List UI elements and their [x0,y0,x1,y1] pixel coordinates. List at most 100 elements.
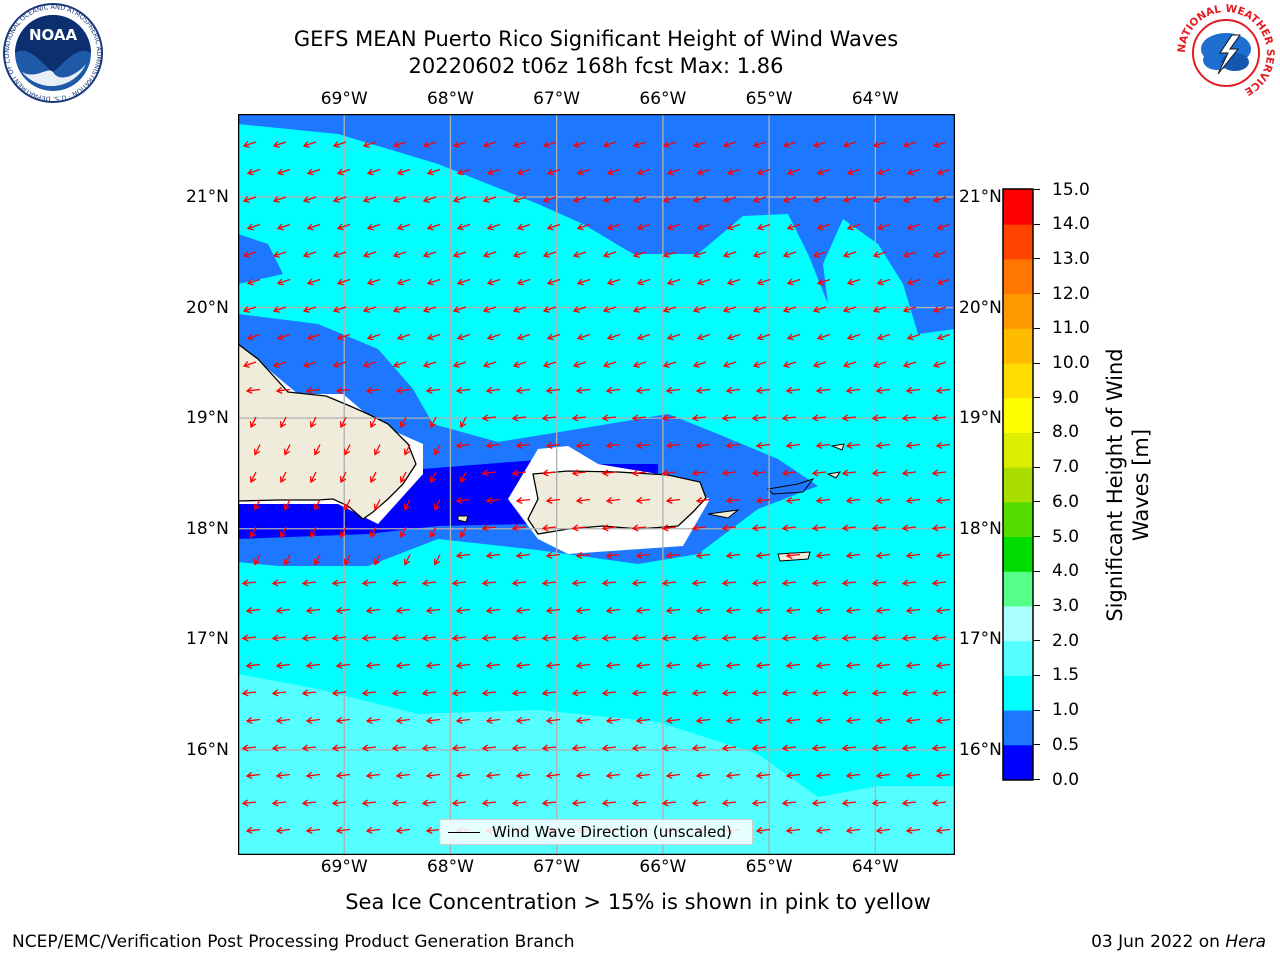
wind-wave-arrow [605,606,621,614]
wind-wave-arrow [906,223,921,231]
lat-label-right: 21°N [959,186,1002,207]
wind-wave-arrow [242,361,257,368]
wind-wave-arrow [396,223,411,231]
wind-wave-arrow [365,386,381,394]
wind-wave-arrow [875,661,891,669]
wind-wave-arrow [722,306,737,313]
colorbar-tick-label: 9.0 [1052,387,1080,408]
colorbar-segment [1003,675,1033,711]
wind-wave-arrow [542,251,557,258]
wind-wave-arrow [695,771,711,779]
wind-wave-arrow [245,661,261,669]
wind-wave-arrow [782,196,797,203]
wind-wave-arrow [905,771,921,779]
wind-wave-arrow [605,771,621,779]
wind-wave-arrow [246,168,261,176]
lat-label-left: 16°N [186,739,229,760]
wind-wave-arrow [815,661,831,669]
wind-wave-arrow [875,496,891,504]
wind-wave-arrow [845,606,861,614]
colorbar-segment [1003,467,1033,503]
wind-wave-arrow [756,278,771,286]
wind-wave-arrow [482,141,497,148]
wind-wave-arrow [485,551,501,559]
wind-wave-arrow [871,799,887,807]
wind-wave-arrow [602,196,617,203]
wind-wave-arrow [845,496,861,504]
wind-wave-arrow [395,386,411,394]
colorbar-tick-mark [1034,327,1040,329]
wind-wave-arrow [695,551,711,559]
lat-label-right: 19°N [959,408,1002,429]
wind-wave-arrow [905,441,921,449]
wind-wave-arrow [546,333,561,341]
nws-logo: NATIONAL WEATHER SERVICE [1176,3,1276,102]
wind-wave-arrow [661,579,677,587]
wind-wave-arrow [571,799,587,807]
wind-wave-arrow [872,141,887,148]
lon-label-top: 67°W [533,89,581,109]
wind-wave-arrow [485,661,501,669]
wind-wave-arrow [936,168,951,176]
wind-wave-arrow [429,471,437,484]
wind-wave-arrow [373,554,381,566]
wind-wave-arrow [452,141,467,148]
wind-wave-arrow [932,251,947,258]
wind-wave-arrow [721,524,737,532]
colorbar-tick-mark [1034,397,1040,399]
wind-wave-arrow [575,771,591,779]
colorbar-tick-mark [1034,223,1040,225]
wind-wave-arrow [271,579,287,587]
wind-wave-arrow [815,386,831,394]
wind-wave-arrow [486,278,501,286]
wind-wave-arrow [785,496,801,504]
wind-wave-arrow [575,496,591,504]
wind-wave-arrow [721,469,737,477]
colorbar [1002,188,1034,781]
wind-wave-arrow [422,196,437,203]
wind-wave-arrow [781,469,797,477]
wind-wave-arrow [366,223,381,231]
wind-wave-arrow [245,826,261,834]
wind-wave-arrow [572,306,587,313]
wind-wave-arrow [692,251,707,258]
wind-wave-arrow [575,661,591,669]
wind-wave-arrow [695,386,711,394]
wind-wave-arrow [751,414,767,422]
wind-wave-arrow [242,196,257,203]
wind-wave-arrow [512,361,527,368]
wind-wave-arrow [931,469,947,477]
wind-wave-arrow [331,744,347,752]
wind-wave-arrow [635,771,651,779]
wind-wave-arrow [511,414,527,422]
colorbar-tick-label: 0.0 [1052,769,1080,790]
wind-wave-arrow [666,223,681,231]
wind-wave-arrow [632,196,647,203]
wind-wave-arrow [271,799,287,807]
wind-wave-arrow [545,606,561,614]
wind-wave-arrow [902,196,917,203]
wind-wave-arrow [901,744,917,752]
lat-label-right: 16°N [959,739,1002,760]
wind-wave-arrow [481,744,497,752]
wind-wave-arrow [811,414,827,422]
wind-wave-arrow [365,661,381,669]
wind-wave-arrow [601,414,617,422]
wind-wave-arrow [935,606,951,614]
colorbar-tick-label: 2.0 [1052,630,1080,651]
wind-wave-arrow [902,306,917,313]
lat-label-left: 20°N [186,297,229,318]
colorbar-tick-label: 4.0 [1052,561,1080,582]
lon-label-bottom: 64°W [851,857,899,877]
wind-wave-arrow [931,689,947,697]
wind-wave-arrow [403,444,411,456]
wind-wave-arrow [571,414,587,422]
wind-wave-arrow [455,661,471,669]
wind-wave-arrow [632,306,647,313]
wind-wave-arrow [576,278,591,286]
wind-wave-arrow [283,499,291,511]
wind-wave-arrow [403,554,411,566]
lat-label-left: 19°N [186,408,229,429]
wind-wave-arrow [571,579,587,587]
wind-wave-arrow [691,799,707,807]
